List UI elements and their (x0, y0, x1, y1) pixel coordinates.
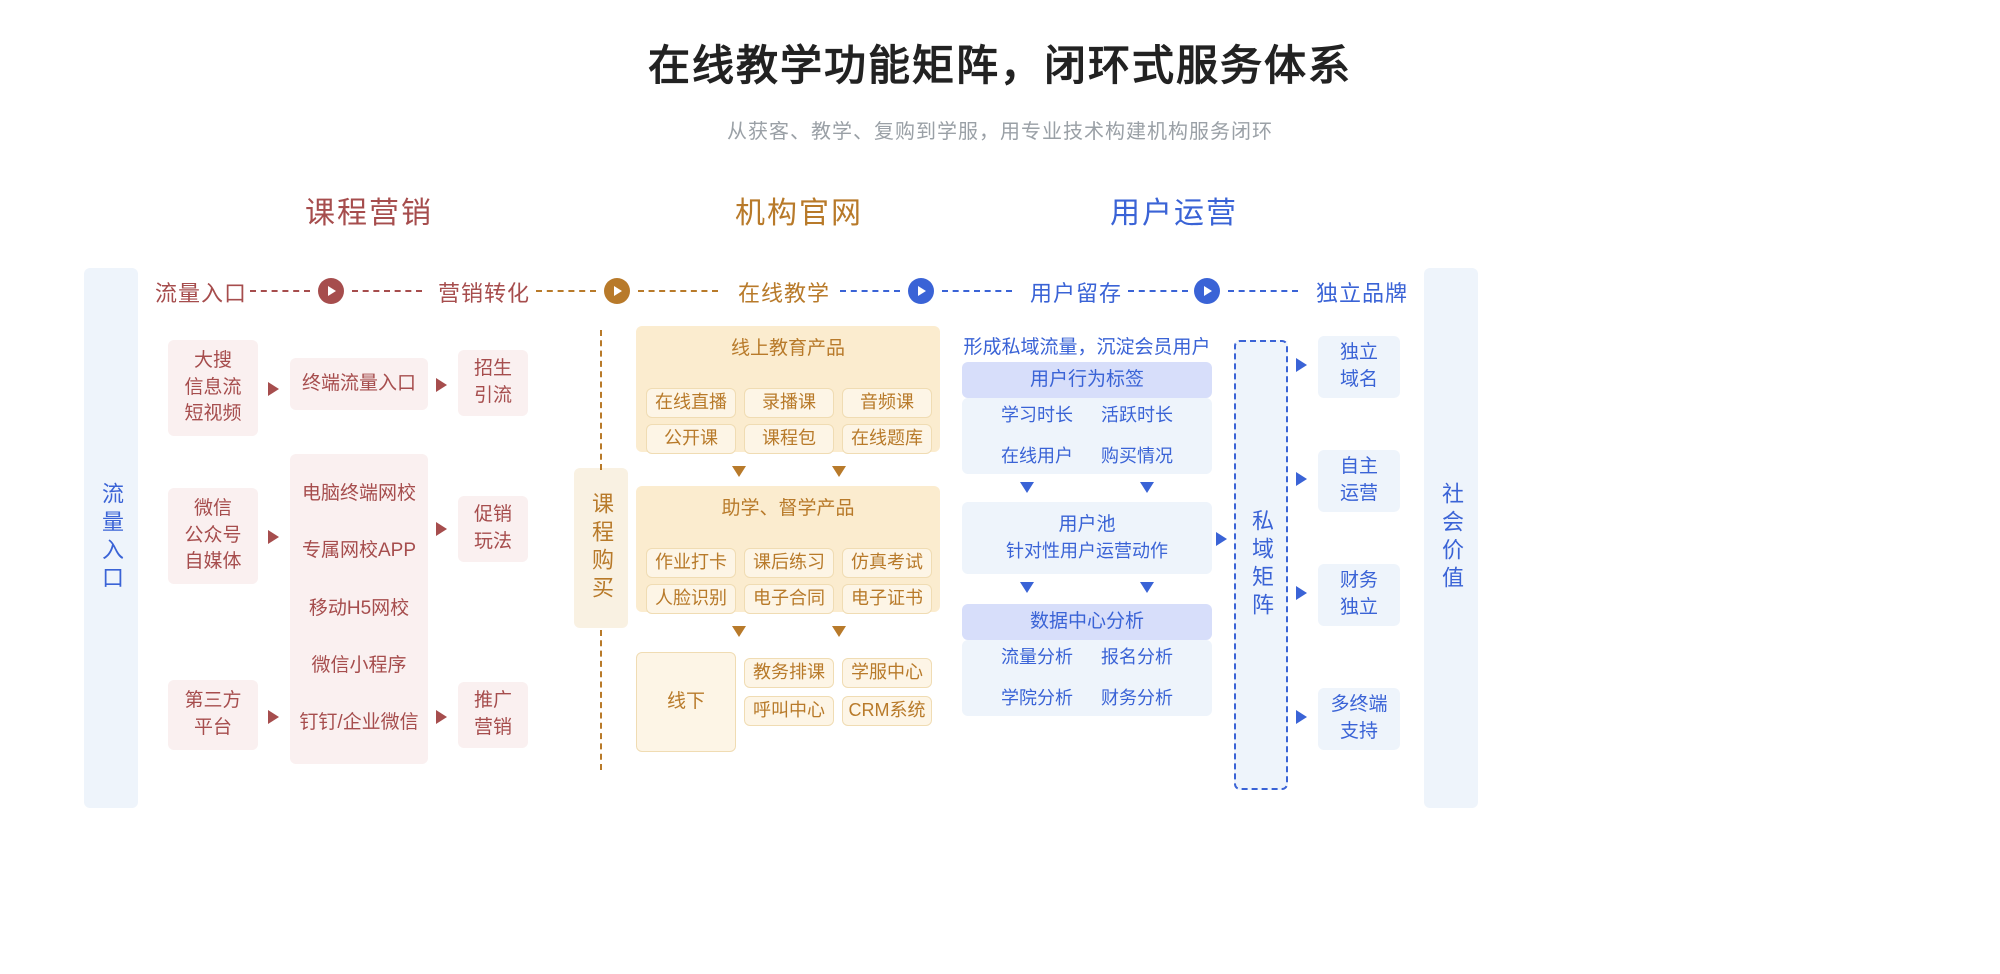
box-finance: 财务 独立 (1318, 564, 1400, 626)
vbar-matrix: 私域矩阵 (1234, 340, 1288, 790)
box-offline: 线下 (636, 652, 736, 752)
page-subtitle: 从获客、教学、复购到学服，用专业技术构建机构服务闭环 (0, 115, 2000, 144)
subhead-convert: 营销转化 (438, 276, 530, 308)
chip: 录播课 (744, 388, 834, 418)
box-tags: 学习时长 活跃时长 在线用户 购买情况 (962, 398, 1212, 474)
subhead-retain: 用户留存 (1030, 276, 1122, 308)
tag: 在线用户 (1001, 444, 1073, 469)
arrow-icon (436, 522, 447, 536)
divider (600, 330, 602, 470)
chip: 音频课 (842, 388, 932, 418)
tag: 活跃时长 (1101, 403, 1173, 428)
chip: 公开课 (646, 424, 736, 454)
arrow-down-icon (832, 466, 846, 477)
tag: 学院分析 (1001, 686, 1073, 711)
arrow-icon (436, 378, 447, 392)
arrow-icon (1296, 710, 1307, 724)
arrow-down-icon (1020, 582, 1034, 593)
chip: 呼叫中心 (744, 696, 834, 726)
tag: 报名分析 (1101, 645, 1173, 670)
play-icon (908, 278, 934, 304)
panel-user-tags: 用户行为标签 (962, 362, 1212, 398)
chip: 人脸识别 (646, 584, 736, 614)
chip: 课后练习 (744, 548, 834, 578)
arrow-icon (268, 382, 279, 396)
box-dasou: 大搜 信息流 短视频 (168, 340, 258, 436)
arrow-down-icon (1020, 482, 1034, 493)
section-site: 机构官网 (735, 188, 863, 232)
arrow-down-icon (732, 626, 746, 637)
chip: 课程包 (744, 424, 834, 454)
box-terminal: 终端流量入口 (290, 358, 428, 410)
panel-data-center: 数据中心分析 (962, 604, 1212, 640)
chip: 作业打卡 (646, 548, 736, 578)
chip: 学服中心 (842, 658, 932, 688)
item: 专属网校APP (302, 538, 416, 565)
subhead-traffic: 流量入口 (155, 276, 247, 308)
arrow-down-icon (732, 466, 746, 477)
arrow-icon (1296, 358, 1307, 372)
chip: 在线直播 (646, 388, 736, 418)
arrow-icon (1216, 532, 1227, 546)
page-title: 在线教学功能矩阵，闭环式服务体系 (0, 0, 2000, 93)
box-terminal-list: 电脑终端网校 专属网校APP 移动H5网校 微信小程序 钉钉/企业微信 (290, 454, 428, 764)
arrow-down-icon (832, 626, 846, 637)
play-icon (1194, 278, 1220, 304)
chip: 电子证书 (842, 584, 932, 614)
box-selfop: 自主 运营 (1318, 450, 1400, 512)
section-ops: 用户运营 (1110, 188, 1238, 232)
box-tuiguang: 推广 营销 (458, 682, 528, 748)
box-domain: 独立 域名 (1318, 336, 1400, 398)
box-weixin: 微信 公众号 自媒体 (168, 488, 258, 584)
play-icon (604, 278, 630, 304)
item: 钉钉/企业微信 (299, 710, 418, 737)
chip: 仿真考试 (842, 548, 932, 578)
vbar-entry: 流量入口 (84, 268, 138, 808)
box-analysis: 流量分析 报名分析 学院分析 财务分析 (962, 640, 1212, 716)
box-cuxiao: 促销 玩法 (458, 496, 528, 562)
box-multiterm: 多终端 支持 (1318, 688, 1400, 750)
arrow-icon (268, 530, 279, 544)
subhead-teach: 在线教学 (738, 276, 830, 308)
vbar-buy: 课程购买 (574, 468, 628, 628)
item: 移动H5网校 (309, 596, 409, 623)
arrow-down-icon (1140, 582, 1154, 593)
tag: 财务分析 (1101, 686, 1173, 711)
box-zhaosheng: 招生 引流 (458, 350, 528, 416)
arrow-icon (268, 710, 279, 724)
item: 微信小程序 (311, 653, 406, 680)
arrow-icon (436, 710, 447, 724)
vbar-value: 社会价值 (1424, 268, 1478, 808)
tag: 购买情况 (1101, 444, 1173, 469)
pool-title: 用户池 (1058, 512, 1115, 539)
chip: 在线题库 (842, 424, 932, 454)
arrow-down-icon (1140, 482, 1154, 493)
chip: 电子合同 (744, 584, 834, 614)
pool-sub: 针对性用户运营动作 (1006, 539, 1168, 564)
arrow-icon (1296, 586, 1307, 600)
box-3rd: 第三方 平台 (168, 680, 258, 750)
box-userpool: 用户池 针对性用户运营动作 (962, 502, 1212, 574)
divider (600, 630, 602, 770)
play-icon (318, 278, 344, 304)
section-marketing: 课程营销 (305, 188, 433, 232)
item: 电脑终端网校 (302, 481, 416, 508)
tag: 流量分析 (1001, 645, 1073, 670)
chip: 教务排课 (744, 658, 834, 688)
arrow-icon (1296, 472, 1307, 486)
tag: 学习时长 (1001, 403, 1073, 428)
subhead-brand: 独立品牌 (1316, 276, 1408, 308)
ops-headline: 形成私域流量，沉淀会员用户 (962, 332, 1212, 359)
chip: CRM系统 (842, 696, 932, 726)
